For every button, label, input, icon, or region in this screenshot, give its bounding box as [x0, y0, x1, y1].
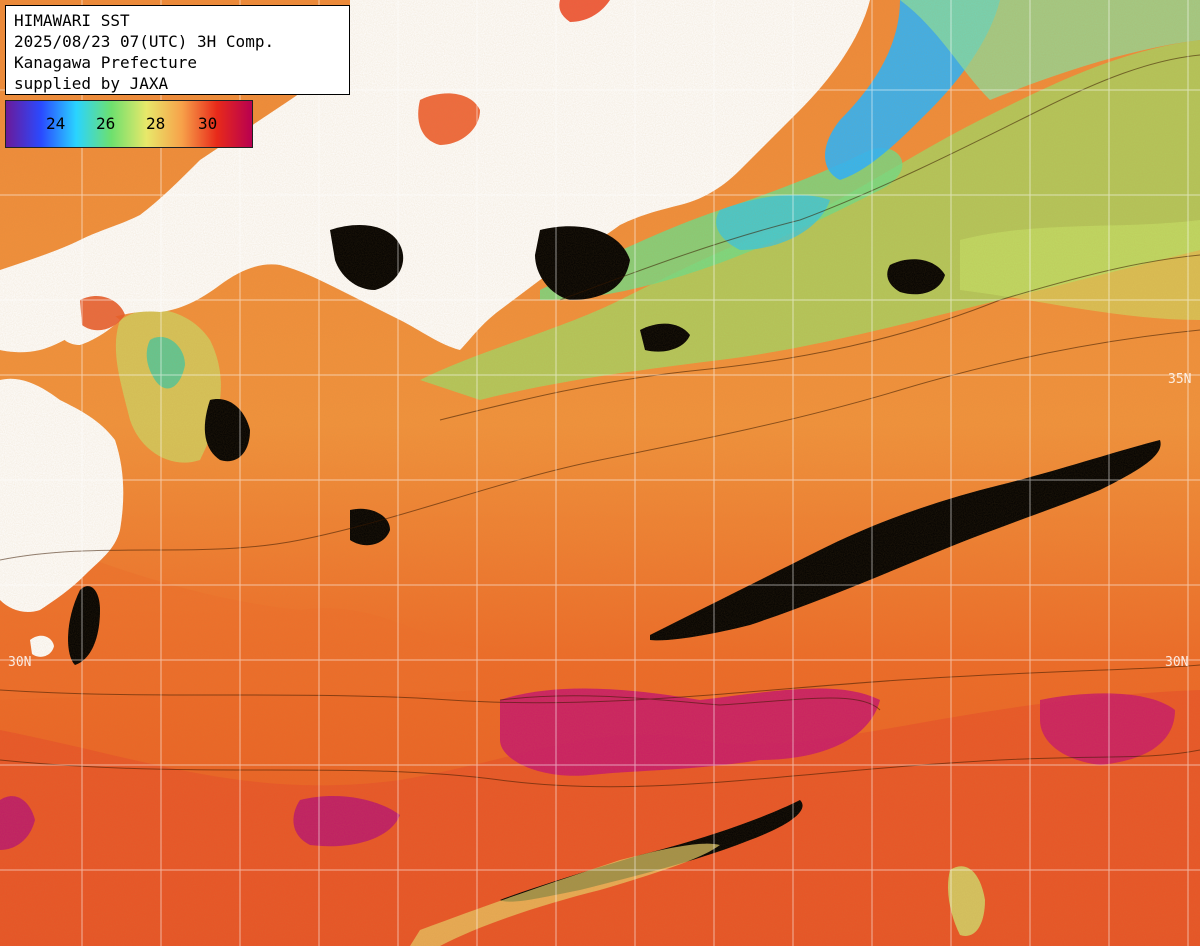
- credit-label: supplied by JAXA: [14, 74, 169, 93]
- legend-tick-28: 28: [146, 114, 166, 133]
- lat-label-30n-right: 30N: [1165, 655, 1189, 670]
- legend-tick-30: 30: [198, 114, 218, 133]
- lat-label-30n-left: 30N: [8, 655, 32, 670]
- map-info-box: HIMAWARI SST 2025/08/23 07(UTC) 3H Comp.…: [5, 5, 350, 95]
- region-label: Kanagawa Prefecture: [14, 53, 198, 72]
- timestamp: 2025/08/23 07(UTC) 3H Comp.: [14, 32, 275, 51]
- lat-label-35n-right: 35N: [1168, 372, 1192, 387]
- legend-tick-24: 24: [46, 114, 66, 133]
- product-title: HIMAWARI SST: [14, 11, 130, 30]
- legend-color-bar: [6, 101, 252, 147]
- legend-tick-26: 26: [96, 114, 116, 133]
- temperature-legend: 24 26 28 30: [5, 100, 253, 148]
